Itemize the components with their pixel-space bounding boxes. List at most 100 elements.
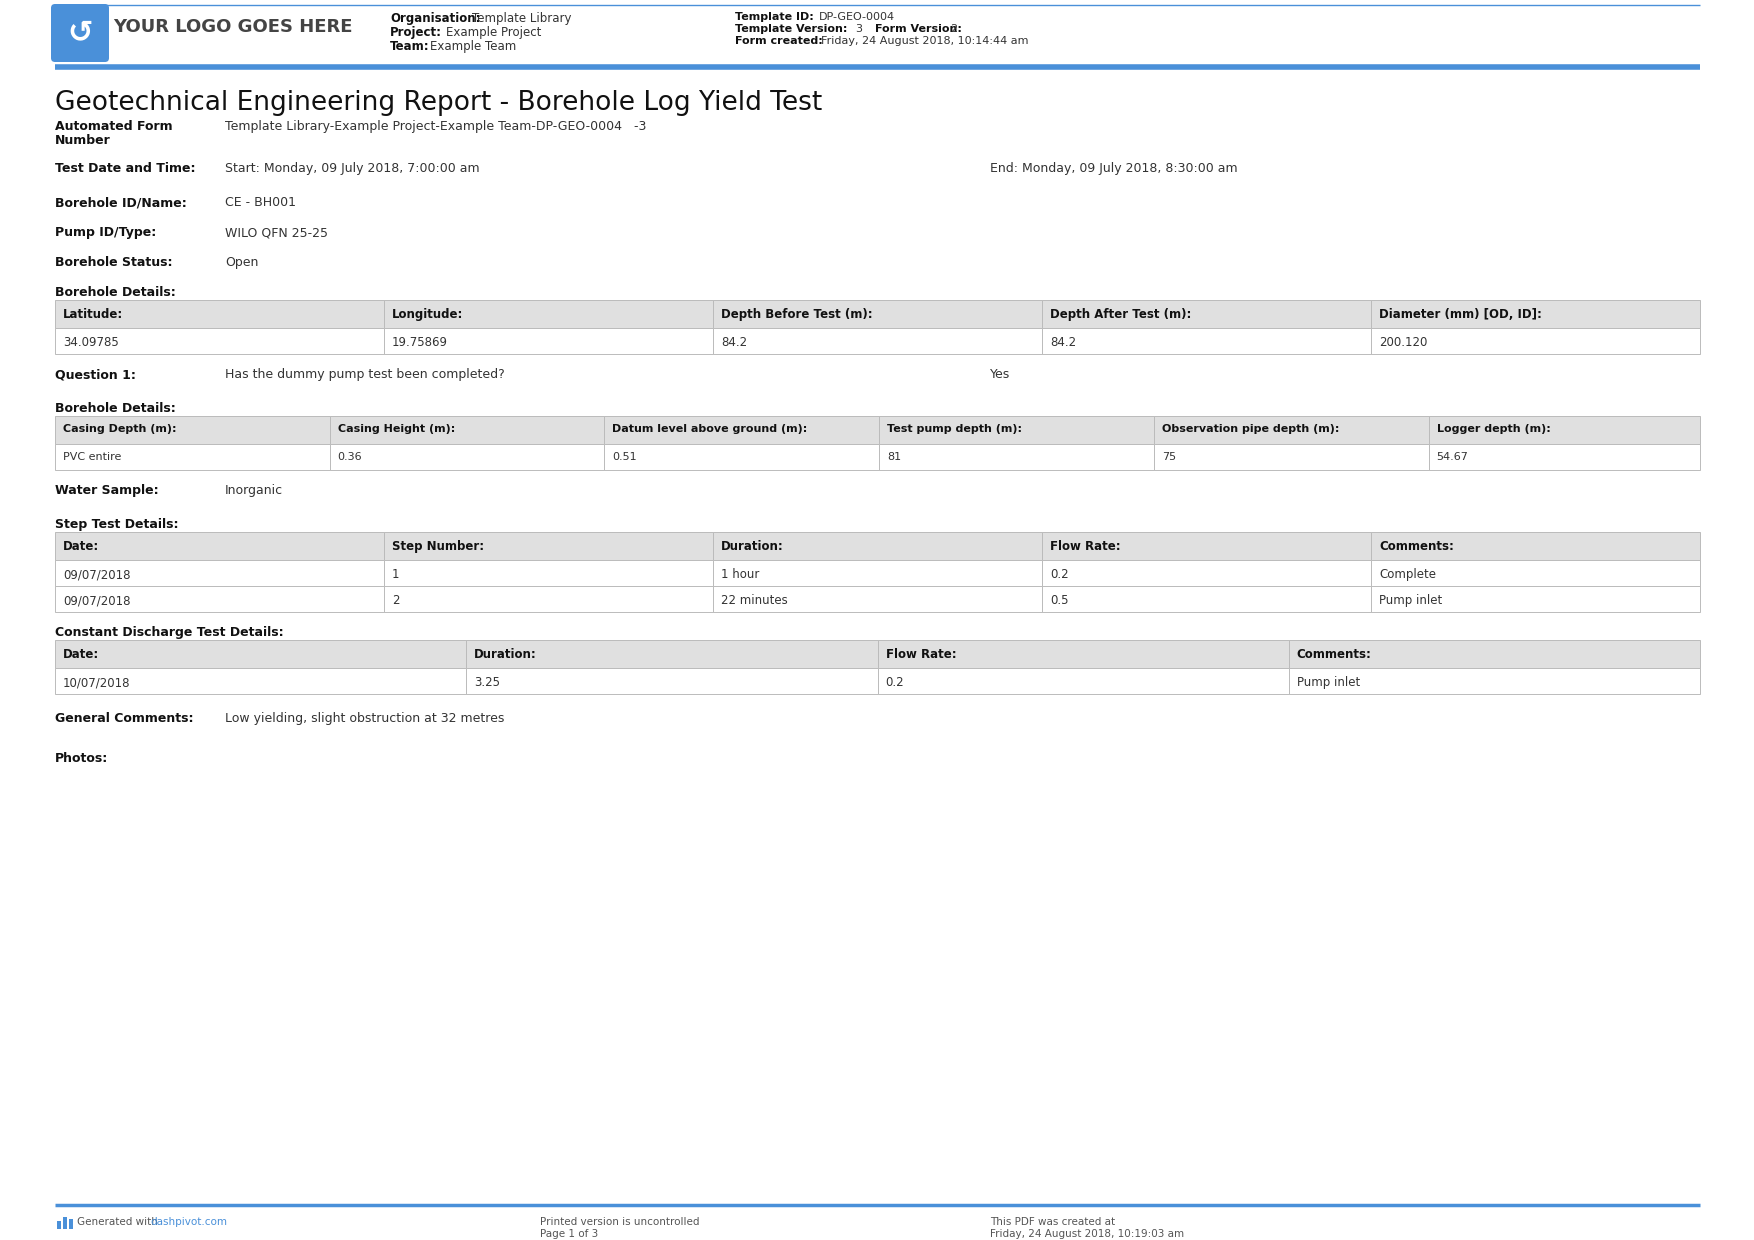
Bar [605, 415, 879, 444]
Text: Example Project: Example Project [446, 26, 542, 38]
Text: Automated Form: Automated Form [54, 120, 172, 133]
Bar [1372, 560, 1700, 587]
Text: dashpivot.com: dashpivot.com [151, 1216, 226, 1228]
Text: Comments:: Comments: [1296, 649, 1372, 661]
Bar [1289, 668, 1700, 694]
Text: Date:: Date: [63, 649, 100, 661]
Text: YOUR LOGO GOES HERE: YOUR LOGO GOES HERE [112, 19, 353, 36]
Text: 34.09785: 34.09785 [63, 336, 119, 348]
Text: CE - BH001: CE - BH001 [225, 196, 296, 210]
Text: Open: Open [225, 255, 258, 269]
Text: Pump inlet: Pump inlet [1379, 594, 1442, 608]
Bar [712, 532, 1042, 560]
Text: 09/07/2018: 09/07/2018 [63, 568, 130, 582]
Text: 1 hour: 1 hour [721, 568, 759, 582]
Text: 0.2: 0.2 [886, 676, 903, 689]
Text: Flow Rate:: Flow Rate: [1051, 539, 1121, 553]
Bar [1154, 444, 1428, 470]
Bar [54, 329, 384, 353]
Bar [605, 444, 879, 470]
Bar [1289, 640, 1700, 668]
Bar [56, 1221, 61, 1229]
Bar [330, 415, 605, 444]
Text: This PDF was created at: This PDF was created at [989, 1216, 1116, 1228]
Text: 0.2: 0.2 [1051, 568, 1068, 582]
Text: 22 minutes: 22 minutes [721, 594, 788, 608]
Text: Casing Height (m):: Casing Height (m): [339, 424, 454, 434]
Text: 2: 2 [391, 594, 400, 608]
Text: Inorganic: Inorganic [225, 484, 282, 497]
Text: Datum level above ground (m):: Datum level above ground (m): [612, 424, 807, 434]
Text: Pump inlet: Pump inlet [1296, 676, 1359, 689]
Text: Photos:: Photos: [54, 751, 109, 765]
Text: 09/07/2018: 09/07/2018 [63, 594, 130, 608]
Text: Casing Depth (m):: Casing Depth (m): [63, 424, 177, 434]
Bar [384, 587, 712, 613]
Text: Observation pipe depth (m):: Observation pipe depth (m): [1161, 424, 1340, 434]
Bar [1372, 329, 1700, 353]
Text: 200.120: 200.120 [1379, 336, 1428, 348]
Bar [54, 668, 467, 694]
Text: Template Library-Example Project-Example Team-DP-GEO-0004   -3: Template Library-Example Project-Example… [225, 120, 647, 133]
Bar [54, 532, 384, 560]
Text: 19.75869: 19.75869 [391, 336, 447, 348]
Text: General Comments:: General Comments: [54, 712, 193, 725]
Text: Team:: Team: [389, 40, 430, 53]
Text: Friday, 24 August 2018, 10:14:44 am: Friday, 24 August 2018, 10:14:44 am [821, 36, 1028, 46]
Text: Test pump depth (m):: Test pump depth (m): [888, 424, 1023, 434]
Text: PVC entire: PVC entire [63, 453, 121, 463]
Bar [879, 444, 1154, 470]
Bar [1042, 329, 1372, 353]
Text: Has the dummy pump test been completed?: Has the dummy pump test been completed? [225, 368, 505, 381]
Text: 1: 1 [391, 568, 400, 582]
Text: Page 1 of 3: Page 1 of 3 [540, 1229, 598, 1239]
Bar [879, 415, 1154, 444]
Bar [712, 560, 1042, 587]
Bar [467, 640, 877, 668]
Text: Start: Monday, 09 July 2018, 7:00:00 am: Start: Monday, 09 July 2018, 7:00:00 am [225, 162, 479, 175]
Text: Low yielding, slight obstruction at 32 metres: Low yielding, slight obstruction at 32 m… [225, 712, 505, 725]
Text: 75: 75 [1161, 453, 1175, 463]
Text: ↺: ↺ [67, 19, 93, 47]
Text: Template Library: Template Library [472, 12, 572, 25]
Text: Constant Discharge Test Details:: Constant Discharge Test Details: [54, 626, 284, 639]
Bar [712, 587, 1042, 613]
Text: Comments:: Comments: [1379, 539, 1454, 553]
Text: Step Number:: Step Number: [391, 539, 484, 553]
Text: Project:: Project: [389, 26, 442, 38]
Text: Complete: Complete [1379, 568, 1437, 582]
Bar [467, 668, 877, 694]
Bar [384, 532, 712, 560]
Text: Depth Before Test (m):: Depth Before Test (m): [721, 308, 873, 321]
Text: Test Date and Time:: Test Date and Time: [54, 162, 195, 175]
Bar [330, 444, 605, 470]
Bar [384, 560, 712, 587]
Text: Template Version:: Template Version: [735, 24, 847, 33]
Text: Question 1:: Question 1: [54, 368, 135, 381]
Text: Logger depth (m):: Logger depth (m): [1437, 424, 1551, 434]
Bar [54, 587, 384, 613]
Text: Printed version is uncontrolled: Printed version is uncontrolled [540, 1216, 700, 1228]
Bar [1372, 532, 1700, 560]
Text: 84.2: 84.2 [1051, 336, 1077, 348]
Bar [1372, 587, 1700, 613]
Bar [712, 300, 1042, 329]
Bar [1042, 587, 1372, 613]
Bar [54, 300, 384, 329]
Text: Borehole Details:: Borehole Details: [54, 286, 175, 299]
Text: Number: Number [54, 134, 111, 148]
Text: 10/07/2018: 10/07/2018 [63, 676, 130, 689]
Bar [54, 560, 384, 587]
Bar [384, 329, 712, 353]
Bar [1042, 532, 1372, 560]
Bar [1154, 415, 1428, 444]
Text: 3: 3 [854, 24, 861, 33]
Text: Form Version:: Form Version: [875, 24, 961, 33]
Text: Latitude:: Latitude: [63, 308, 123, 321]
Text: 0.36: 0.36 [339, 453, 363, 463]
Text: Step Test Details:: Step Test Details: [54, 518, 179, 531]
Text: Depth After Test (m):: Depth After Test (m): [1051, 308, 1191, 321]
Text: Generated with: Generated with [77, 1216, 161, 1228]
Bar [54, 444, 330, 470]
Bar [1042, 300, 1372, 329]
